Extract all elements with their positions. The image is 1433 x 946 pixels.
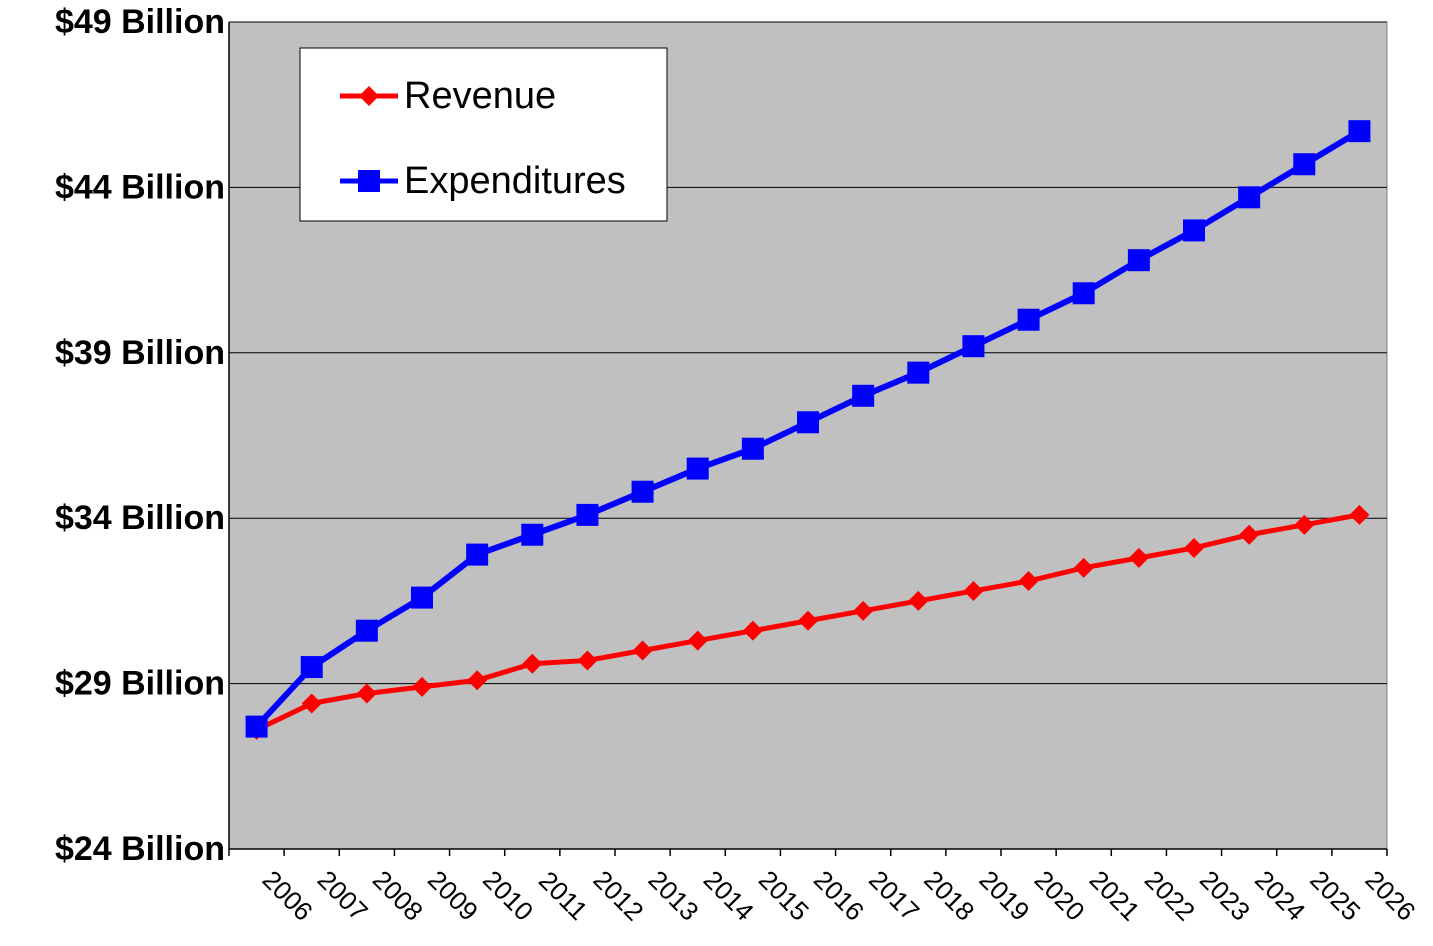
data-point	[797, 411, 819, 434]
data-point	[742, 620, 763, 641]
data-point	[963, 580, 984, 601]
data-point	[577, 650, 598, 671]
data-point	[853, 600, 874, 621]
x-tick-label: 2011	[533, 865, 594, 926]
x-tick-label: 2018	[918, 864, 980, 926]
data-point	[1017, 308, 1040, 331]
data-point	[687, 630, 708, 651]
data-point	[1183, 219, 1205, 242]
x-tick-label: 2017	[863, 864, 925, 926]
data-point	[686, 457, 709, 480]
data-point	[1239, 524, 1260, 545]
y-tick-label: $49 Billion	[55, 3, 225, 41]
x-tick-label: 2006	[257, 864, 319, 926]
x-tick-label: 2019	[973, 864, 1035, 926]
legend-label: Revenue	[404, 75, 556, 117]
data-point	[412, 676, 432, 697]
x-tick-label: 2026	[1359, 864, 1421, 926]
x-tick-label: 2024	[1249, 864, 1311, 926]
data-point	[1018, 571, 1039, 592]
data-point	[245, 715, 268, 738]
data-point	[576, 503, 599, 526]
y-tick-label: $24 Billion	[55, 830, 225, 868]
x-tick-label: 2009	[422, 864, 484, 926]
x-tick-label: 2013	[643, 864, 705, 926]
data-point	[411, 586, 433, 609]
data-point	[1127, 249, 1150, 272]
data-point	[632, 640, 653, 661]
data-point	[1072, 282, 1095, 305]
data-point	[908, 590, 929, 611]
data-point	[521, 523, 544, 546]
x-tick-label: 2021	[1084, 864, 1146, 926]
x-tick-label: 2025	[1304, 864, 1366, 926]
data-point	[301, 693, 322, 714]
data-point	[1293, 153, 1316, 176]
data-point	[467, 670, 488, 691]
data-point	[741, 437, 764, 460]
y-tick-label: $29 Billion	[55, 665, 225, 703]
y-tick-label: $34 Billion	[55, 499, 225, 537]
data-point	[631, 480, 654, 503]
data-point	[1128, 547, 1149, 568]
x-tick-label: 2016	[808, 864, 870, 926]
x-tick-label: 2022	[1139, 864, 1201, 926]
data-point	[962, 335, 985, 358]
x-tick-label: 2015	[753, 864, 815, 926]
legend-label: Expenditures	[404, 160, 626, 202]
y-tick-label: $44 Billion	[55, 168, 225, 206]
data-point	[1238, 186, 1261, 209]
data-point	[1184, 537, 1204, 558]
data-point	[522, 653, 543, 674]
data-point	[466, 543, 489, 566]
data-point	[300, 656, 323, 679]
data-point	[355, 619, 378, 642]
x-tick-label: 2010	[477, 864, 539, 926]
x-tick-label: 2020	[1029, 864, 1091, 926]
data-point	[1348, 120, 1371, 143]
x-tick-label: 2012	[587, 864, 649, 926]
data-point	[798, 610, 818, 631]
x-tick-label: 2023	[1194, 864, 1256, 926]
x-tick-label: 2014	[698, 864, 760, 926]
x-tick-label: 2007	[312, 864, 374, 926]
legend-marker	[359, 86, 379, 106]
data-point	[907, 361, 930, 384]
legend-box	[299, 47, 668, 222]
data-point	[852, 384, 875, 407]
data-point	[356, 683, 377, 704]
x-tick-label: 2008	[367, 864, 429, 926]
data-point	[1349, 504, 1370, 525]
data-point	[1294, 514, 1315, 535]
data-point	[1073, 557, 1094, 578]
legend-marker	[358, 170, 380, 192]
y-tick-label: $39 Billion	[55, 334, 225, 372]
